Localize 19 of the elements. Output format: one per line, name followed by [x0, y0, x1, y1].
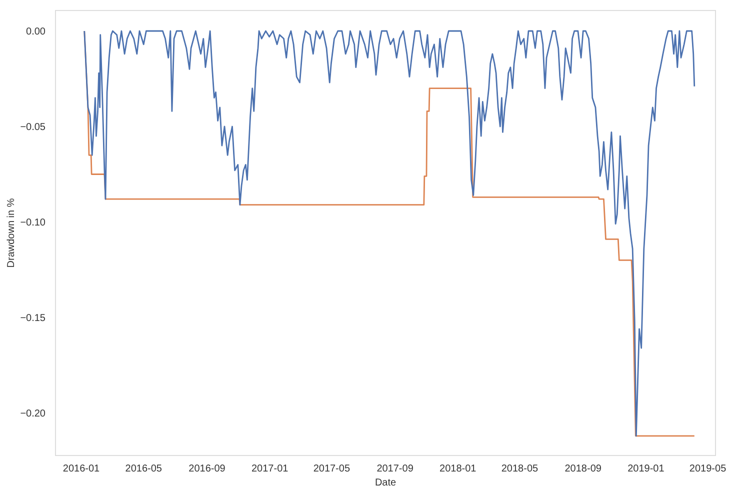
x-tick-label: 2018-05 [501, 464, 538, 474]
x-tick-label: 2017-01 [251, 464, 289, 474]
y-tick-label: −0.20 [20, 408, 46, 420]
x-tick-label: 2016-09 [188, 464, 226, 474]
x-tick-label: 2017-05 [313, 464, 350, 474]
x-tick-label: 2018-09 [564, 464, 602, 474]
x-axis-title: Date [374, 478, 396, 488]
y-tick-label: −0.10 [20, 217, 46, 228]
y-tick-label: 0.00 [26, 26, 46, 38]
x-tick-label: 2016-05 [125, 464, 162, 474]
x-tick-label: 2019-01 [628, 464, 665, 474]
line-series [84, 30, 696, 437]
y-tick-label: −0.15 [20, 312, 46, 324]
x-tick-label: 2018-01 [440, 464, 477, 474]
y-axis-title: Drawdown in % [6, 198, 18, 268]
y-tick-label: −0.05 [20, 122, 46, 133]
x-tick-label: 2017-09 [376, 464, 414, 474]
x-tick-label: 2019-05 [689, 464, 727, 474]
x-tick-label: 2016-01 [62, 464, 100, 474]
